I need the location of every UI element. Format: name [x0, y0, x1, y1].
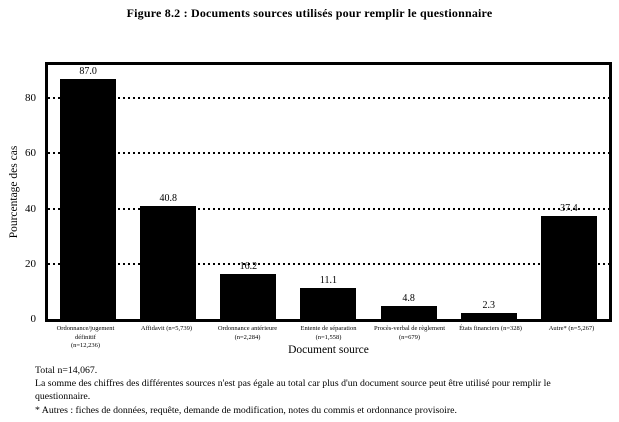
x-category-label-line: (n=2,284) [234, 333, 261, 341]
bar-slot: 2.3 [449, 65, 529, 319]
y-axis-ticks: 0 20 40 60 80 [0, 62, 40, 325]
x-category-label-line: États financiers (n=328) [459, 325, 522, 332]
plot-frame: 87.0 40.8 16.2 11.1 4.8 2.3 37.4 [45, 62, 612, 322]
y-tick-label: 0 [30, 313, 37, 325]
x-axis-category-labels: Ordonnance/jugement définitif (n=12,236) A… [45, 325, 612, 351]
bar-value-label: 16.2 [239, 261, 258, 273]
y-tick-label: 40 [25, 202, 36, 215]
note-autres: * Autres : fiches de données, requête, d… [35, 404, 457, 416]
x-category-label-line: (n=1,558) [315, 333, 342, 341]
gridline-20 [48, 262, 609, 265]
bar-slot: 4.8 [369, 65, 449, 319]
note-total: Total n=14,067. [35, 365, 98, 376]
bar [140, 206, 197, 319]
x-category-label-line: Ordonnance antérieure [217, 325, 278, 332]
bar-slot: 11.1 [288, 65, 368, 319]
x-category-label-line: Affidavit (n=5,739) [140, 325, 193, 332]
x-category-label: États financiers (n=328) [450, 325, 531, 351]
plot-area: 87.0 40.8 16.2 11.1 4.8 2.3 37.4 [48, 65, 609, 319]
note-sum: La somme des chiffres des différentes so… [35, 378, 551, 403]
x-category-label: Entente de séparation (n=1,558) [288, 325, 369, 351]
x-category-label-line: Procès-verbal de règlement [373, 325, 446, 332]
x-category-label-line: Entente de séparation [300, 325, 357, 332]
y-tick-label: 20 [25, 257, 36, 270]
bar [380, 305, 437, 319]
bar-slot: 16.2 [208, 65, 288, 319]
x-category-label-line: Ordonnance/jugement définitif [56, 325, 115, 341]
gridline-60 [48, 152, 609, 155]
bar-value-label: 11.1 [319, 275, 338, 287]
figure-notes: Total n=14,067. La somme des chiffres de… [35, 364, 597, 417]
bar [300, 288, 357, 319]
bar-slot: 37.4 [529, 65, 609, 319]
bar-value-label: 40.8 [159, 193, 177, 205]
bar-value-label: 4.8 [402, 292, 415, 304]
x-category-label: Affidavit (n=5,739) [126, 325, 207, 351]
bar-slot: 87.0 [48, 65, 128, 319]
x-category-label-line: Autre* (n=5,267) [548, 325, 595, 332]
figure-title: Figure 8.2 : Documents sources utilisés … [126, 6, 493, 20]
x-category-label: Ordonnance/jugement définitif (n=12,236) [45, 325, 126, 351]
x-category-label: Procès-verbal de règlement (n=679) [369, 325, 450, 351]
x-category-label-line: (n=12,236) [70, 342, 101, 349]
bar-value-label: 37.4 [560, 202, 578, 214]
bar [460, 312, 517, 319]
bar [220, 274, 277, 319]
bar [540, 215, 597, 319]
y-tick-label: 80 [25, 92, 36, 105]
bar-value-label: 87.0 [79, 65, 97, 77]
x-category-label: Autre* (n=5,267) [531, 325, 612, 351]
gridline-80 [48, 97, 609, 100]
x-category-label-line: (n=679) [399, 333, 420, 341]
bar-value-label: 2.3 [482, 299, 496, 311]
gridline-40 [48, 207, 609, 210]
x-category-label: Ordonnance antérieure (n=2,284) [207, 325, 288, 351]
bar-slot: 40.8 [128, 65, 208, 319]
y-tick-label: 60 [25, 147, 36, 160]
bar [60, 78, 117, 319]
x-axis-title: Document source [288, 344, 369, 356]
